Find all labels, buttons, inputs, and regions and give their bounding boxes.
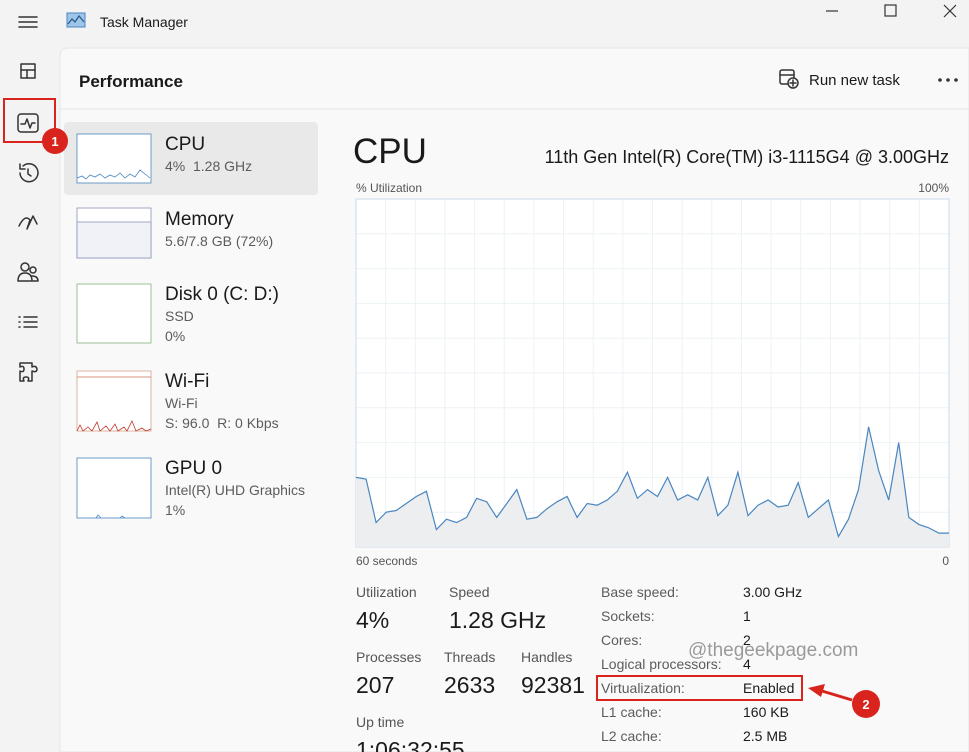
device-name[interactable]: Disk 0 (C: D:) (165, 284, 279, 305)
detail-label: Cores: (601, 632, 642, 648)
cpu-model: 11th Gen Intel(R) Core(TM) i3-1115G4 @ 3… (545, 147, 949, 167)
detail-value: 4 (743, 656, 751, 672)
nav-details[interactable] (18, 316, 38, 328)
more-options-button[interactable] (938, 78, 958, 82)
device-detail: 1% (165, 502, 185, 518)
device-detail: 0% (165, 328, 185, 344)
detail-label: Logical processors: (601, 656, 722, 672)
watermark: @thegeekpage.com (688, 640, 858, 661)
cpu-heading: CPU (353, 132, 427, 171)
detail-value: 160 KB (743, 704, 789, 720)
device-thumbnails (76, 133, 152, 519)
device-name[interactable]: Memory (165, 209, 234, 230)
nav-app-history[interactable] (19, 162, 39, 183)
stat-value: 4% (356, 607, 389, 633)
detail-label: Base speed: (601, 584, 679, 600)
stat-label: Up time (356, 714, 404, 730)
step-number: 1 (51, 134, 58, 149)
detail-label: L1 cache: (601, 704, 662, 720)
stat-label: Speed (449, 584, 489, 600)
stat-label: Handles (521, 649, 572, 665)
device-name[interactable]: GPU 0 (165, 458, 222, 479)
device-name[interactable]: CPU (165, 134, 205, 155)
nav-services[interactable] (19, 362, 38, 382)
step-badge (852, 690, 880, 718)
detail-value: 2 (743, 632, 751, 648)
annotation-arrowhead (808, 684, 825, 697)
device-detail: 4% (165, 158, 185, 174)
stat-label: Utilization (356, 584, 417, 600)
detail-label: Sockets: (601, 608, 655, 624)
app-icon (66, 12, 86, 28)
page-title: Performance (79, 72, 183, 91)
device-detail: S: 96.0 R: 0 Kbps (165, 415, 279, 431)
cpu-utilization-line (355, 426, 949, 539)
device-detail: SSD (165, 308, 194, 324)
stat-label: Processes (356, 649, 421, 665)
stat-value: 92381 (521, 672, 585, 698)
stat-value: 207 (356, 672, 394, 698)
annotation-arrow (821, 689, 853, 702)
device-detail: Wi-Fi (165, 395, 198, 411)
stat-value: 2633 (444, 672, 495, 698)
nav-performance[interactable] (17, 113, 39, 133)
nav-startup[interactable] (18, 215, 38, 230)
device-detail: 5.6/7.8 GB (72%) (165, 233, 273, 249)
detail-value: 2.5 MB (743, 728, 787, 744)
step-number: 2 (862, 697, 869, 712)
detail-value: Enabled (743, 680, 794, 696)
highlight-box-nav (3, 98, 56, 143)
device-detail: 1.28 GHz (193, 158, 252, 174)
stat-value: 1:06:32:55 (356, 737, 465, 752)
step-badge (42, 128, 68, 154)
graph-area (356, 426, 949, 547)
menu-button[interactable] (18, 16, 38, 28)
run-new-task-icon (779, 69, 799, 89)
maximize-button[interactable] (884, 4, 897, 17)
x-tick-label: 60 seconds (356, 554, 417, 568)
device-name[interactable]: Wi-Fi (165, 371, 209, 392)
stat-value: 1.28 GHz (449, 607, 546, 633)
window-title: Task Manager (100, 14, 188, 30)
device-detail: Intel(R) UHD Graphics (165, 482, 305, 498)
close-button[interactable] (943, 4, 957, 18)
nav-users[interactable] (17, 262, 39, 282)
stat-label: Threads (444, 649, 495, 665)
detail-label: Virtualization: (601, 680, 685, 696)
detail-value: 3.00 GHz (743, 584, 802, 600)
highlight-box-virtualization (596, 675, 803, 701)
nav-processes[interactable] (20, 63, 36, 79)
y-axis-label: % Utilization (356, 181, 422, 195)
detail-label: L2 cache: (601, 728, 662, 744)
run-new-task-button[interactable]: Run new task (809, 72, 900, 89)
x-tick-label: 0 (942, 554, 949, 568)
y-tick-label: 100% (918, 181, 949, 195)
detail-value: 1 (743, 608, 751, 624)
